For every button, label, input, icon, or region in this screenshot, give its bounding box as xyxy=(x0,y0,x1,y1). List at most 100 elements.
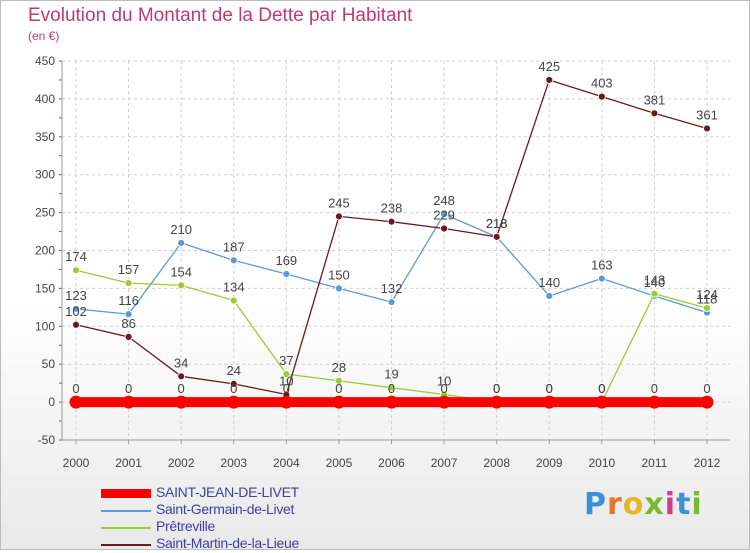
data-point xyxy=(387,217,396,226)
data-point xyxy=(647,395,661,409)
data-label: 0 xyxy=(72,381,79,396)
data-point xyxy=(490,395,504,409)
data-point xyxy=(437,395,451,409)
data-label: 0 xyxy=(598,381,605,396)
data-label: 143 xyxy=(644,273,666,288)
legend-label: Prêtreville xyxy=(156,518,215,534)
data-label: 102 xyxy=(65,304,87,319)
data-point xyxy=(335,212,343,221)
data-point xyxy=(387,298,396,306)
data-label: 132 xyxy=(381,281,403,296)
data-point xyxy=(177,239,186,247)
data-point xyxy=(69,395,83,409)
x-tick-label: 2006 xyxy=(378,456,405,470)
data-point xyxy=(282,270,291,278)
data-label: 0 xyxy=(546,381,553,396)
grid xyxy=(62,60,730,441)
data-point xyxy=(174,395,188,409)
data-label: 0 xyxy=(598,381,605,396)
data-point xyxy=(385,395,398,409)
chart-subtitle: (en €) xyxy=(28,29,60,43)
data-label: 86 xyxy=(121,316,135,331)
legend-swatch xyxy=(101,510,151,512)
proxiti-logo: Proxiti xyxy=(584,487,703,522)
data-label: 403 xyxy=(591,76,613,91)
y-tick-label: 400 xyxy=(35,92,55,106)
data-label: 248 xyxy=(433,193,455,208)
data-labels: 123 1162101871691501322482181401631401181… xyxy=(65,59,718,396)
data-point xyxy=(703,124,711,133)
data-label: 34 xyxy=(174,355,188,370)
data-label: 118 xyxy=(697,292,718,307)
data-label: 123 xyxy=(65,288,87,303)
data-point xyxy=(650,289,659,298)
y-tick-label: 150 xyxy=(35,281,55,295)
legend-swatch xyxy=(101,544,151,546)
legend-swatch xyxy=(101,527,151,529)
data-label: 116 xyxy=(118,293,139,308)
y-tick-label: 450 xyxy=(35,54,55,68)
data-point xyxy=(440,224,448,233)
data-label: 361 xyxy=(696,107,718,122)
series xyxy=(69,76,714,409)
data-point xyxy=(72,304,80,313)
data-point xyxy=(124,310,133,319)
data-label: 187 xyxy=(223,239,245,254)
y-tick-label: 250 xyxy=(35,206,55,220)
data-label: 163 xyxy=(591,258,613,273)
data-point xyxy=(542,395,556,409)
data-label: 37 xyxy=(279,353,293,368)
y-tick-label: 100 xyxy=(35,319,55,333)
y-tick-label: 50 xyxy=(42,357,56,371)
data-label: 210 xyxy=(170,222,192,237)
data-point xyxy=(335,376,343,385)
data-label: 0 xyxy=(493,381,500,396)
data-label: 0 xyxy=(546,381,553,396)
x-tick-label: 2001 xyxy=(115,456,142,470)
y-tick-label: 300 xyxy=(35,168,55,182)
data-label: 150 xyxy=(328,267,350,282)
data-point xyxy=(177,281,186,290)
data-label: 169 xyxy=(275,253,297,268)
data-label: 229 xyxy=(433,208,455,223)
x-tick-label: 2010 xyxy=(588,456,615,470)
data-label: 174 xyxy=(65,249,87,264)
data-label: 140 xyxy=(644,275,666,290)
data-label: 0 xyxy=(493,381,500,396)
data-point xyxy=(335,284,343,293)
legend-swatch xyxy=(101,489,151,498)
data-point xyxy=(229,296,238,305)
data-label: 218 xyxy=(486,216,508,231)
x-tick-label: 2003 xyxy=(220,456,247,470)
data-point xyxy=(545,76,554,84)
data-point xyxy=(595,395,609,409)
data-label: 124 xyxy=(696,287,718,302)
data-label: 0 xyxy=(440,381,447,396)
data-point xyxy=(177,372,186,381)
data-label: 0 xyxy=(703,381,710,396)
data-point xyxy=(229,256,238,265)
data-label: 238 xyxy=(381,201,403,216)
data-point xyxy=(229,380,238,388)
data-point xyxy=(227,395,241,409)
data-label: 425 xyxy=(538,59,560,74)
data-label: 10 xyxy=(437,374,451,389)
legend-label: SAINT-JEAN-DE-LIVET xyxy=(156,484,299,500)
x-tick-label: 2011 xyxy=(642,456,668,470)
data-point xyxy=(122,395,136,409)
y-tick-label: -50 xyxy=(38,433,56,447)
data-point xyxy=(703,304,711,313)
x-tick-label: 2012 xyxy=(694,456,721,470)
data-label: 245 xyxy=(328,195,350,210)
data-label: 10 xyxy=(279,374,293,389)
x-tick-label: 2000 xyxy=(63,456,90,470)
y-tick-label: 0 xyxy=(48,395,55,409)
data-point xyxy=(650,109,659,118)
data-point xyxy=(72,320,80,329)
data-point xyxy=(597,274,606,283)
legend-label: Saint-Germain-de-Livet xyxy=(156,501,295,517)
data-point xyxy=(492,232,501,241)
legend-label: Saint-Martin-de-la-Lieue xyxy=(156,535,299,551)
